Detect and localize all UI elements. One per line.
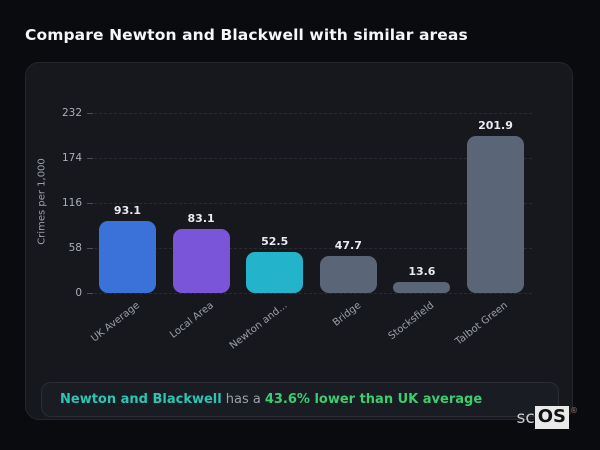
bar-newton-and[interactable] bbox=[246, 252, 304, 293]
y-tick-mark bbox=[87, 158, 93, 159]
comparison-note: Newton and Blackwell has a 43.6% lower t… bbox=[41, 382, 559, 417]
bar-value-label: 201.9 bbox=[478, 119, 513, 133]
note-area-name: Newton and Blackwell bbox=[60, 392, 222, 407]
logo-prefix-text: sc bbox=[516, 408, 535, 428]
bar-value-label: 83.1 bbox=[187, 211, 215, 225]
bar-value-label: 52.5 bbox=[261, 235, 289, 249]
gridline bbox=[94, 113, 532, 114]
y-tick-mark bbox=[87, 248, 93, 249]
note-middle-text: has a bbox=[225, 392, 261, 407]
y-tick-label: 174 bbox=[61, 152, 82, 164]
bar-value-label: 13.6 bbox=[408, 265, 436, 279]
y-tick-mark bbox=[87, 113, 93, 114]
x-axis-label: Stocksfield bbox=[386, 300, 437, 343]
registered-trademark-icon: ® bbox=[570, 406, 578, 415]
gridline bbox=[94, 203, 532, 204]
gridline bbox=[94, 293, 532, 294]
logo-suffix-box: OS bbox=[534, 406, 569, 429]
x-axis-label: Talbot Green bbox=[453, 300, 511, 348]
scos-logo: sc OS ® bbox=[517, 406, 578, 429]
y-tick-label: 116 bbox=[61, 197, 82, 209]
gridline bbox=[94, 158, 532, 159]
bar-value-label: 93.1 bbox=[113, 203, 142, 217]
bar-stocksfield[interactable] bbox=[393, 282, 451, 293]
page-title: Compare Newton and Blackwell with simila… bbox=[25, 26, 468, 44]
note-statistic: 43.6% lower than UK average bbox=[264, 392, 483, 407]
gridline bbox=[94, 248, 532, 249]
y-tick-mark bbox=[87, 203, 93, 204]
bar-talbot-green[interactable] bbox=[467, 136, 524, 293]
y-tick-label: 0 bbox=[75, 287, 82, 299]
bar-chart: Crimes per 1,000 0 58 116 174 232 93.1 UK Aver… bbox=[26, 63, 574, 363]
y-tick-mark bbox=[87, 293, 93, 294]
bar-value-label: 47.7 bbox=[334, 238, 362, 252]
x-axis-label: UK Average bbox=[89, 300, 143, 345]
y-tick-label: 232 bbox=[61, 107, 82, 119]
bar-local-area[interactable] bbox=[172, 228, 230, 293]
x-axis-label: Local Area bbox=[168, 300, 216, 341]
y-tick-label: 58 bbox=[68, 242, 82, 254]
bar-bridge[interactable] bbox=[319, 255, 377, 293]
chart-card: Crimes per 1,000 0 58 116 174 232 93.1 UK Aver… bbox=[25, 62, 573, 420]
bar-uk-average[interactable] bbox=[99, 220, 156, 293]
x-axis-label: Newton and... bbox=[227, 300, 290, 352]
x-axis-label: Bridge bbox=[330, 300, 364, 329]
